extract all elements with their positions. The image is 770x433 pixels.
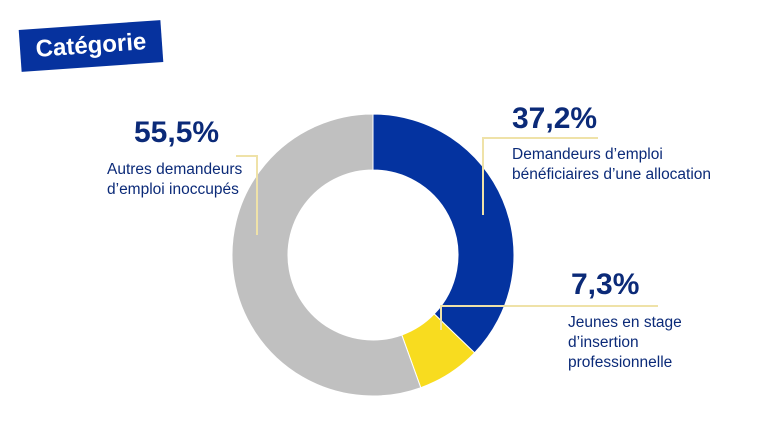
leader-autres: [236, 155, 258, 235]
slice-autres: [231, 113, 422, 397]
slice-label-autres: Autres demandeurs d’emploi inoccupés: [107, 161, 243, 198]
slice-value-autres: 55,5%: [134, 116, 220, 149]
leader-stage: [440, 305, 658, 330]
slice-value-allocation: 37,2%: [512, 102, 598, 135]
slice-value-stage: 7,3%: [571, 268, 640, 301]
leader-allocation: [482, 137, 598, 215]
slice-allocation: [372, 113, 515, 354]
slice-label-stage: Jeunes en stage d’insertion professionne…: [568, 314, 682, 371]
slice-label-allocation: Demandeurs d’emploi bénéficiaires d’une …: [512, 146, 712, 183]
